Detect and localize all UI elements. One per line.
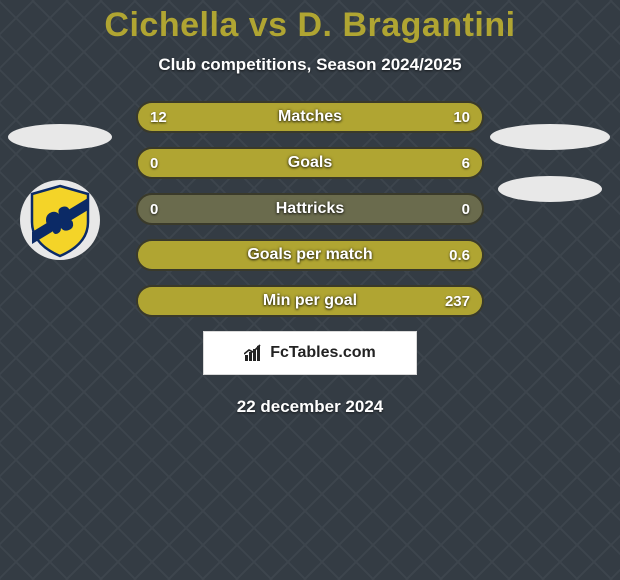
- chart-icon: [244, 344, 264, 362]
- player-right-ellipse-1: [490, 124, 610, 150]
- stat-row: Min per goal237: [136, 285, 484, 317]
- brand-box: FcTables.com: [203, 331, 417, 375]
- page-title: Cichella vs D. Bragantini: [0, 6, 620, 45]
- stat-bar-right: [138, 287, 482, 315]
- brand-text: FcTables.com: [270, 344, 376, 362]
- stat-bar-right: [138, 149, 482, 177]
- stat-row: Hattricks0 0: [136, 193, 484, 225]
- stat-row: Matches1210: [136, 101, 484, 133]
- stat-bar-right: [138, 241, 482, 269]
- stat-bar-left: [138, 103, 325, 131]
- player-right-ellipse-2: [498, 176, 602, 202]
- stats-container: Matches1210 Goals06 Hattricks0 0 Goals per m…: [136, 101, 484, 317]
- stat-label: Hattricks: [138, 195, 482, 223]
- player-left-ellipse: [8, 124, 112, 150]
- stat-value-left: 0: [150, 195, 158, 223]
- date-text: 22 december 2024: [0, 397, 620, 417]
- stat-bar-right: [325, 103, 482, 131]
- stat-row: Goals06: [136, 147, 484, 179]
- frosinone-crest-icon: [18, 178, 102, 262]
- player-left-badge: [18, 178, 102, 262]
- subtitle: Club competitions, Season 2024/2025: [0, 55, 620, 75]
- stat-value-right: 0: [462, 195, 470, 223]
- stat-row: Goals per match0.6: [136, 239, 484, 271]
